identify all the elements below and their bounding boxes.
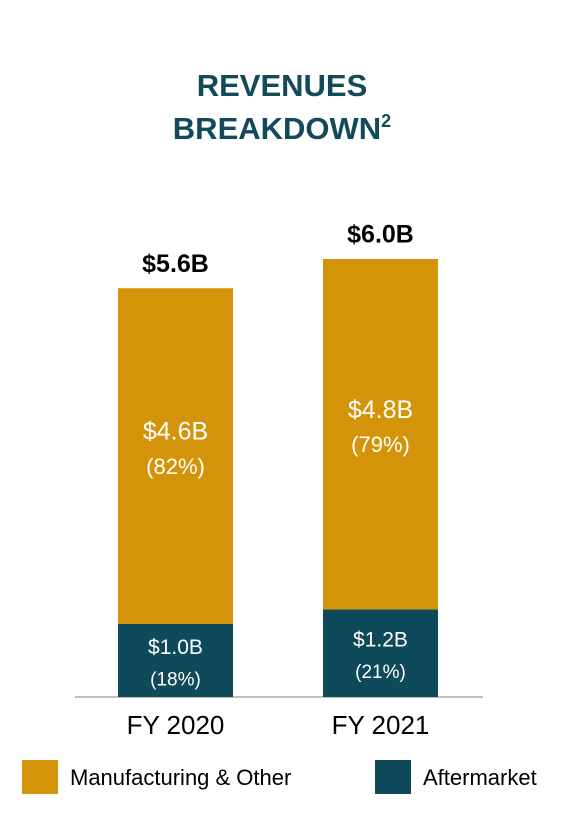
segment-percent-label: (21%) bbox=[355, 662, 406, 683]
title-line: BREAKDOWN bbox=[173, 111, 381, 146]
chart-title: BREAKDOWN2 bbox=[173, 111, 391, 146]
bar-segment bbox=[323, 609, 438, 697]
legend-label: Manufacturing & Other bbox=[70, 765, 291, 790]
segment-value-label: $4.6B bbox=[143, 418, 208, 446]
segment-percent-label: (18%) bbox=[150, 670, 201, 691]
footnote-mark: 2 bbox=[381, 111, 391, 131]
segment-value-label: $1.2B bbox=[353, 629, 408, 652]
bar-segment bbox=[323, 259, 438, 610]
segment-percent-label: (82%) bbox=[146, 454, 205, 479]
total-label: $6.0B bbox=[347, 221, 414, 249]
segment-value-label: $1.0B bbox=[148, 636, 203, 659]
segment-value-label: $4.8B bbox=[348, 396, 413, 424]
total-label: $5.6B bbox=[142, 250, 209, 278]
legend-label: Aftermarket bbox=[423, 765, 537, 790]
chart-title: REVENUES bbox=[197, 68, 368, 103]
legend-swatch bbox=[375, 760, 411, 794]
x-tick-label: FY 2020 bbox=[127, 710, 225, 740]
x-tick-label: FY 2021 bbox=[332, 710, 430, 740]
segment-percent-label: (79%) bbox=[351, 432, 410, 457]
legend-swatch bbox=[22, 760, 58, 794]
bar-segment bbox=[118, 624, 233, 697]
bar-segment bbox=[118, 288, 233, 624]
